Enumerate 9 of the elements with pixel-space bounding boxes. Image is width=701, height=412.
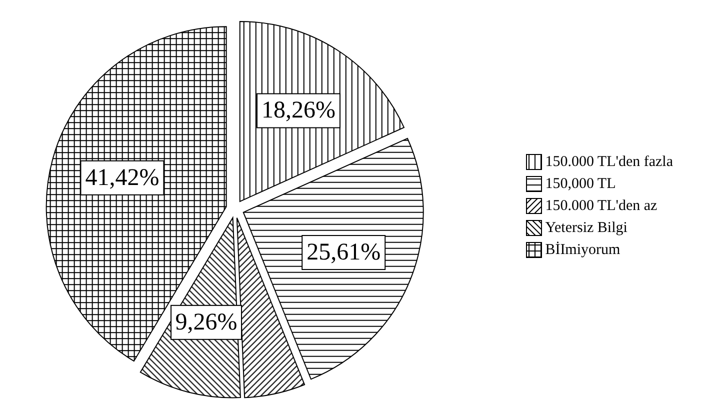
legend-label: 150,000 TL xyxy=(545,175,616,194)
data-label: 25,61% xyxy=(306,240,381,266)
data-label: 18,26% xyxy=(261,98,336,124)
legend-label: Yetersiz Bilgi xyxy=(545,219,628,238)
legend-label: BİImiyorum xyxy=(545,240,620,260)
data-label: 9,26% xyxy=(175,309,238,336)
data-label: 41,42% xyxy=(85,164,160,191)
legend-label: 150.000 TL'den fazla xyxy=(545,153,673,172)
legend-label: 150.000 TL'den az xyxy=(545,197,658,216)
